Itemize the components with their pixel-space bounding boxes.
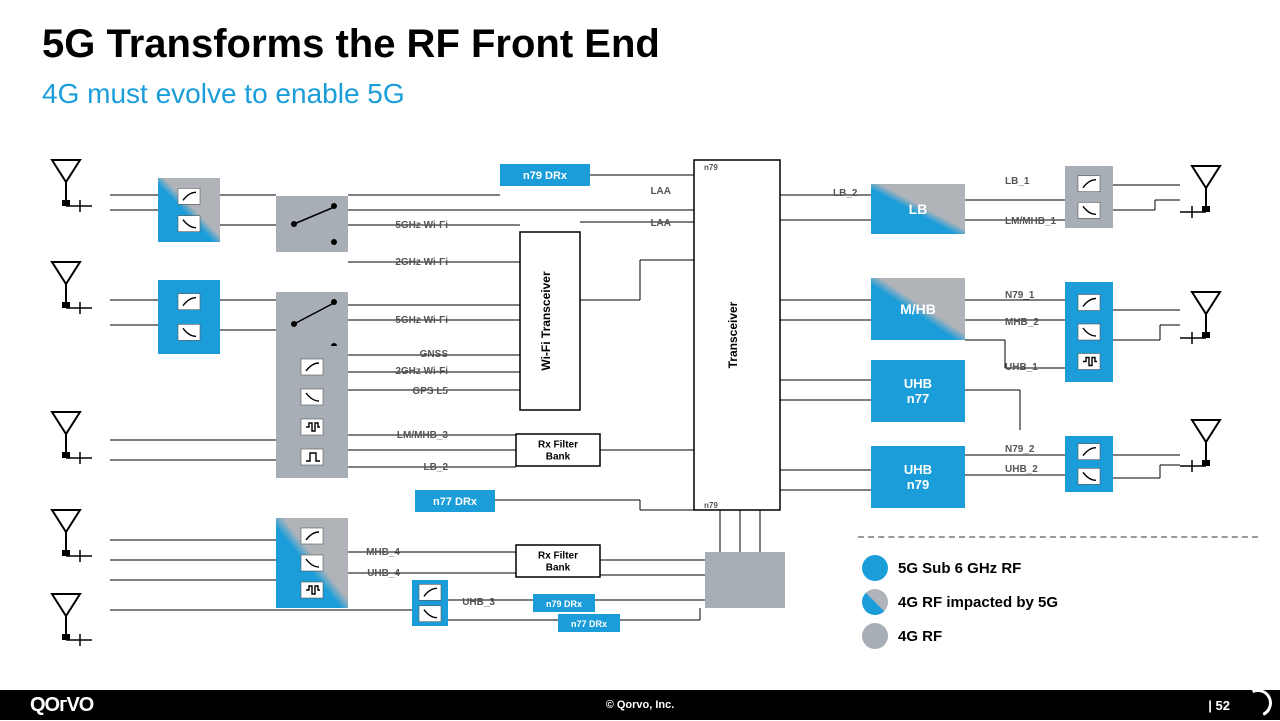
svg-text:Transceiver: Transceiver	[726, 301, 740, 368]
svg-text:LAA: LAA	[650, 218, 671, 229]
svg-text:LAA: LAA	[650, 186, 671, 197]
svg-text:UHB_3: UHB_3	[462, 597, 495, 608]
svg-text:n77 DRx: n77 DRx	[433, 496, 478, 508]
svg-text:n77: n77	[907, 391, 929, 406]
svg-text:GPS L5: GPS L5	[412, 386, 448, 397]
svg-text:LM/MHB_1: LM/MHB_1	[1005, 216, 1057, 227]
svg-text:n79: n79	[704, 501, 718, 510]
page-number: 52	[1208, 698, 1230, 713]
svg-text:UHB_2: UHB_2	[1005, 464, 1038, 475]
svg-text:LB_1: LB_1	[1005, 176, 1030, 187]
svg-text:LB_2: LB_2	[424, 462, 449, 473]
qorvo-logo: QOᴦVO	[30, 694, 93, 717]
svg-text:MHB_4: MHB_4	[366, 547, 400, 558]
svg-text:UHB: UHB	[904, 376, 932, 391]
svg-text:2GHz Wi-Fi: 2GHz Wi-Fi	[395, 366, 448, 377]
svg-text:LB_2: LB_2	[833, 188, 858, 199]
svg-text:n79 DRx: n79 DRx	[546, 599, 582, 609]
svg-text:N79_2: N79_2	[1005, 444, 1035, 455]
svg-text:UHB_1: UHB_1	[1005, 362, 1038, 373]
legend-divider	[858, 536, 1258, 538]
svg-text:MHB_2: MHB_2	[1005, 317, 1039, 328]
svg-text:N79_1: N79_1	[1005, 290, 1035, 301]
svg-text:Rx Filter: Rx Filter	[538, 440, 578, 451]
legend-item: 5G Sub 6 GHz RF	[862, 555, 1021, 581]
svg-text:LB: LB	[909, 201, 928, 217]
copyright-text: © Qorvo, Inc.	[606, 699, 675, 711]
svg-text:Bank: Bank	[546, 452, 571, 463]
svg-text:n77 DRx: n77 DRx	[571, 619, 607, 629]
svg-text:Rx Filter: Rx Filter	[538, 551, 578, 562]
slide-title: 5G Transforms the RF Front End	[42, 22, 660, 67]
svg-text:5GHz Wi-Fi: 5GHz Wi-Fi	[395, 315, 448, 326]
footer-bar: QOᴦVO © Qorvo, Inc. 52	[0, 690, 1280, 720]
svg-text:UHB_4: UHB_4	[367, 568, 400, 579]
svg-text:n79: n79	[907, 477, 929, 492]
svg-text:UHB: UHB	[904, 462, 932, 477]
legend-item: 4G RF impacted by 5G	[862, 589, 1058, 615]
legend-item: 4G RF	[862, 623, 942, 649]
arc-icon	[1240, 685, 1276, 721]
svg-text:M/HB: M/HB	[900, 301, 936, 317]
svg-text:LM/MHB_3: LM/MHB_3	[397, 430, 449, 441]
svg-text:GNSS: GNSS	[420, 349, 449, 360]
rf-diagram: Wi-Fi TransceiverRx FilterBankRx FilterB…	[0, 130, 1280, 690]
svg-text:Bank: Bank	[546, 563, 571, 574]
svg-text:5GHz Wi-Fi: 5GHz Wi-Fi	[395, 220, 448, 231]
svg-text:n79 DRx: n79 DRx	[523, 170, 568, 182]
svg-text:n79: n79	[704, 163, 718, 172]
slide-subtitle: 4G must evolve to enable 5G	[42, 78, 405, 110]
svg-text:Wi-Fi Transceiver: Wi-Fi Transceiver	[539, 271, 553, 371]
svg-text:2GHz Wi-Fi: 2GHz Wi-Fi	[395, 257, 448, 268]
